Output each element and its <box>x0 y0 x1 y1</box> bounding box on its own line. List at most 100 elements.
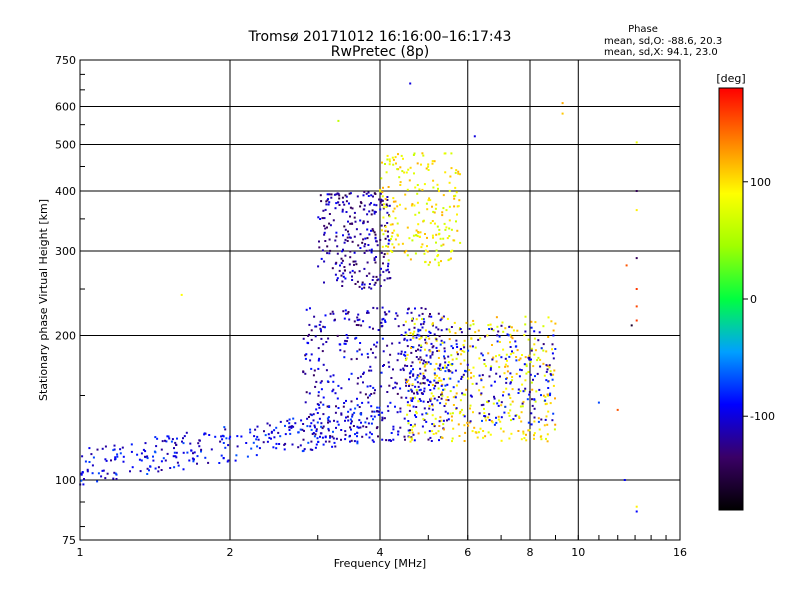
echo-point <box>457 172 460 175</box>
echo-point <box>389 223 392 226</box>
echo-point <box>400 352 403 355</box>
echo-point <box>367 396 369 399</box>
echo-point <box>359 219 362 222</box>
echo-point <box>507 412 510 415</box>
echo-point <box>464 393 467 396</box>
echo-point <box>500 324 503 327</box>
echo-point <box>364 237 367 240</box>
echo-point <box>625 264 628 267</box>
echo-point <box>417 385 420 388</box>
echo-point <box>270 437 272 440</box>
echo-point <box>220 435 223 438</box>
echo-point <box>529 361 532 363</box>
echo-point <box>328 238 331 241</box>
echo-point <box>359 426 362 429</box>
echo-point <box>370 369 373 372</box>
echo-point <box>364 243 367 246</box>
echo-point <box>487 352 490 355</box>
echo-point <box>288 418 291 421</box>
echo-point <box>409 397 412 400</box>
echo-point <box>313 424 316 427</box>
echo-point <box>472 375 475 378</box>
echo-point <box>509 409 512 412</box>
echo-point <box>348 202 350 205</box>
echo-point <box>310 338 313 341</box>
echo-point <box>192 460 195 463</box>
echo-point <box>367 195 370 197</box>
echo-point <box>344 339 347 342</box>
echo-point <box>412 433 415 436</box>
echo-point <box>255 454 258 457</box>
echo-point <box>345 211 348 213</box>
echo-point <box>421 312 424 315</box>
echo-point <box>458 435 461 437</box>
echo-point <box>336 245 339 248</box>
echo-point <box>360 202 363 205</box>
echo-point <box>500 401 503 404</box>
echo-point <box>196 455 199 458</box>
echo-point <box>504 357 507 360</box>
echo-point <box>409 82 412 85</box>
echo-point <box>140 459 143 462</box>
echo-point <box>495 360 498 363</box>
echo-point <box>374 237 377 240</box>
echo-point <box>431 346 434 349</box>
echo-point <box>270 431 273 434</box>
echo-point <box>488 413 491 416</box>
echo-point <box>326 193 329 196</box>
echo-point <box>314 446 317 449</box>
echo-point <box>353 271 356 274</box>
echo-point <box>393 246 396 249</box>
echo-point <box>414 307 416 310</box>
echo-point <box>416 162 419 165</box>
echo-point <box>346 415 349 418</box>
echo-point <box>234 459 237 462</box>
echo-point <box>321 350 324 353</box>
echo-point <box>436 374 438 377</box>
echo-point <box>358 285 361 288</box>
echo-point <box>345 195 348 198</box>
echo-point <box>328 222 331 225</box>
echo-point <box>552 373 555 376</box>
echo-point <box>530 320 533 323</box>
echo-point <box>377 329 380 331</box>
echo-point <box>438 232 441 235</box>
echo-point <box>385 205 388 208</box>
echo-point <box>315 325 318 328</box>
echo-point <box>451 371 454 374</box>
echo-point <box>155 445 158 448</box>
echo-point <box>342 310 345 313</box>
echo-point <box>352 260 355 263</box>
echo-point <box>438 425 441 427</box>
echo-point <box>396 392 399 395</box>
echo-point <box>198 445 201 448</box>
echo-point <box>361 287 363 290</box>
echo-point <box>365 249 368 252</box>
echo-point <box>509 372 512 375</box>
echo-point <box>415 412 418 415</box>
echo-point <box>543 424 546 427</box>
echo-point <box>322 343 325 346</box>
echo-point <box>428 430 431 433</box>
echo-point <box>392 163 395 166</box>
echo-point <box>317 394 320 397</box>
echo-point <box>404 193 407 196</box>
echo-point <box>373 410 376 413</box>
echo-point <box>183 435 186 438</box>
echo-point <box>411 400 414 402</box>
echo-point <box>436 350 439 352</box>
echo-point <box>348 192 351 195</box>
echo-point <box>393 207 396 210</box>
echo-point <box>411 383 414 386</box>
echo-point <box>415 336 418 339</box>
echo-point <box>252 441 255 444</box>
echo-point <box>500 404 503 407</box>
echo-point <box>385 203 388 206</box>
echo-point <box>292 417 295 420</box>
echo-point <box>374 281 377 284</box>
echo-point <box>480 377 483 380</box>
echo-point <box>350 422 352 425</box>
echo-point <box>442 194 445 197</box>
echo-point <box>414 414 416 417</box>
echo-point <box>422 375 425 377</box>
